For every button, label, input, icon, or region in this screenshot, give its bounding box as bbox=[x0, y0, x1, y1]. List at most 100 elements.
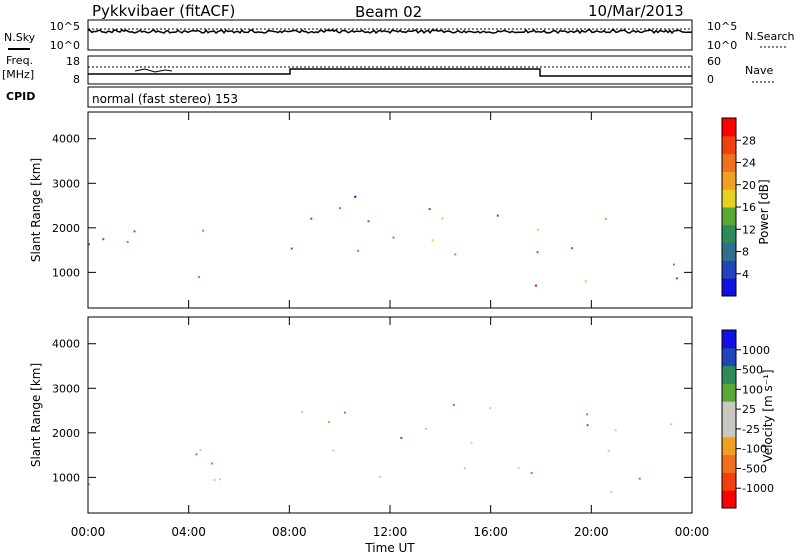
power-colorbar-label: Power [dB] bbox=[757, 179, 771, 244]
velocity-heatmap bbox=[88, 403, 673, 494]
velocity-colorbar-label: Velocity [m s⁻¹] bbox=[761, 369, 775, 462]
colorbar-swatch bbox=[722, 490, 736, 509]
nsearch-label: N.Search bbox=[745, 30, 795, 43]
y-tick-label: 2000 bbox=[52, 222, 80, 235]
echo-cell bbox=[88, 483, 91, 486]
echo-cell bbox=[452, 403, 455, 406]
y-tick-label: 3000 bbox=[52, 382, 80, 395]
velocity-panel-frame bbox=[87, 316, 693, 514]
colorbar-swatch bbox=[722, 207, 736, 226]
nsky-label: N.Sky bbox=[4, 31, 36, 44]
x-axis: 00:00 04:00 08:00 12:00 16:00 20:00 00:00 bbox=[71, 112, 710, 539]
echo-cell bbox=[400, 437, 403, 439]
echo-cell bbox=[133, 230, 136, 233]
freq-label: Freq. bbox=[6, 54, 33, 67]
freq-panel-frame bbox=[87, 55, 693, 85]
x-tick-label: 00:00 bbox=[675, 525, 710, 539]
echo-cell bbox=[88, 243, 90, 246]
x-tick-label: 16:00 bbox=[473, 525, 508, 539]
y-tick-label: 4000 bbox=[52, 338, 80, 351]
echo-cell bbox=[301, 411, 304, 413]
colorbar-tick-label: 24 bbox=[742, 157, 756, 170]
echo-cell bbox=[392, 236, 395, 239]
echo-cell bbox=[338, 207, 341, 210]
velocity-colorbar: 1000 500 100 25 -25 -100 -500 -1000 bbox=[721, 329, 774, 509]
colorbar-swatch bbox=[722, 135, 736, 155]
velocity-y-axis: 4000 3000 2000 1000 bbox=[52, 338, 692, 484]
echo-cell bbox=[202, 229, 205, 232]
echo-cell bbox=[610, 491, 613, 494]
power-heatmap bbox=[88, 195, 678, 287]
beam-label: Beam 02 bbox=[355, 3, 422, 21]
echo-cell bbox=[211, 462, 214, 465]
echo-cell bbox=[344, 411, 346, 414]
colorbar-tick-label: 4 bbox=[742, 268, 749, 281]
echo-cell bbox=[496, 214, 499, 217]
echo-cell bbox=[197, 276, 200, 278]
echo-cell bbox=[332, 449, 335, 452]
cpid-panel-frame bbox=[87, 86, 693, 108]
echo-cell bbox=[670, 423, 673, 426]
colorbar-tick-label: 500 bbox=[742, 364, 763, 377]
cpid-text: normal (fast stereo) 153 bbox=[92, 92, 238, 106]
colorbar-swatch bbox=[722, 347, 736, 367]
echo-cell bbox=[607, 449, 610, 452]
y-tick-label: 3000 bbox=[52, 177, 80, 190]
colorbar-swatch bbox=[722, 330, 736, 349]
echo-cell bbox=[463, 467, 466, 470]
noise-sky-line bbox=[87, 28, 693, 35]
colorbar-swatch bbox=[722, 118, 736, 137]
colorbar-tick-label: 16 bbox=[742, 201, 756, 214]
echo-cell bbox=[367, 220, 370, 223]
colorbar-tick-label: 28 bbox=[742, 134, 756, 147]
echo-cell bbox=[536, 251, 539, 254]
colorbar-swatch bbox=[722, 419, 736, 438]
x-tick-label: 00:00 bbox=[71, 525, 106, 539]
colorbar-tick-label: 12 bbox=[742, 223, 756, 236]
freq-line bbox=[88, 68, 692, 77]
power-colorbar: 28 24 20 16 12 8 4 bbox=[721, 117, 756, 297]
echo-cell bbox=[454, 253, 457, 256]
colorbar-swatch bbox=[722, 171, 736, 190]
x-tick-label: 08:00 bbox=[272, 525, 307, 539]
colorbar-swatch bbox=[722, 383, 736, 402]
echo-cell bbox=[424, 427, 427, 430]
colorbar-swatch bbox=[722, 242, 736, 261]
echo-cell bbox=[199, 449, 202, 452]
echo-cell bbox=[470, 441, 473, 444]
echo-cell bbox=[328, 421, 330, 424]
plot-title: Pykkvibaer (fitACF) bbox=[92, 2, 235, 20]
colorbar-swatch bbox=[722, 365, 736, 384]
freq-tick-top: 18 bbox=[66, 55, 80, 68]
echo-cell bbox=[290, 247, 293, 250]
echo-cell bbox=[102, 238, 105, 241]
colorbar-swatch bbox=[722, 401, 736, 420]
colorbar-swatch bbox=[722, 454, 736, 473]
y-tick-label: 4000 bbox=[52, 133, 80, 146]
colorbar-tick-label: 25 bbox=[742, 403, 756, 416]
freq-unit: [MHz] bbox=[2, 68, 34, 81]
echo-cell bbox=[604, 217, 607, 220]
echo-cell bbox=[195, 453, 198, 456]
date-label: 10/Mar/2013 bbox=[588, 2, 684, 20]
colorbar-tick-label: -1000 bbox=[742, 482, 774, 495]
colorbar-frame bbox=[721, 329, 737, 509]
colorbar-swatch bbox=[722, 472, 736, 491]
echo-cell bbox=[310, 217, 313, 220]
echo-cell bbox=[534, 284, 537, 287]
power-ylabel: Slant Range [km] bbox=[29, 158, 43, 262]
echo-cell bbox=[530, 472, 533, 474]
colorbar-tick-label: -25 bbox=[742, 423, 760, 436]
x-tick-label: 04:00 bbox=[171, 525, 206, 539]
echo-cell bbox=[614, 429, 617, 432]
cpid-label: CPID bbox=[6, 90, 35, 103]
freq-tick-bottom: 8 bbox=[73, 73, 80, 86]
colorbar-swatch bbox=[722, 278, 736, 297]
colorbar-swatch bbox=[722, 189, 736, 208]
echo-cell bbox=[586, 413, 589, 416]
echo-cell bbox=[379, 476, 382, 479]
y-tick-label: 1000 bbox=[52, 266, 80, 279]
y-tick-label: 2000 bbox=[52, 427, 80, 440]
colorbar-tick-label: -100 bbox=[742, 443, 767, 456]
